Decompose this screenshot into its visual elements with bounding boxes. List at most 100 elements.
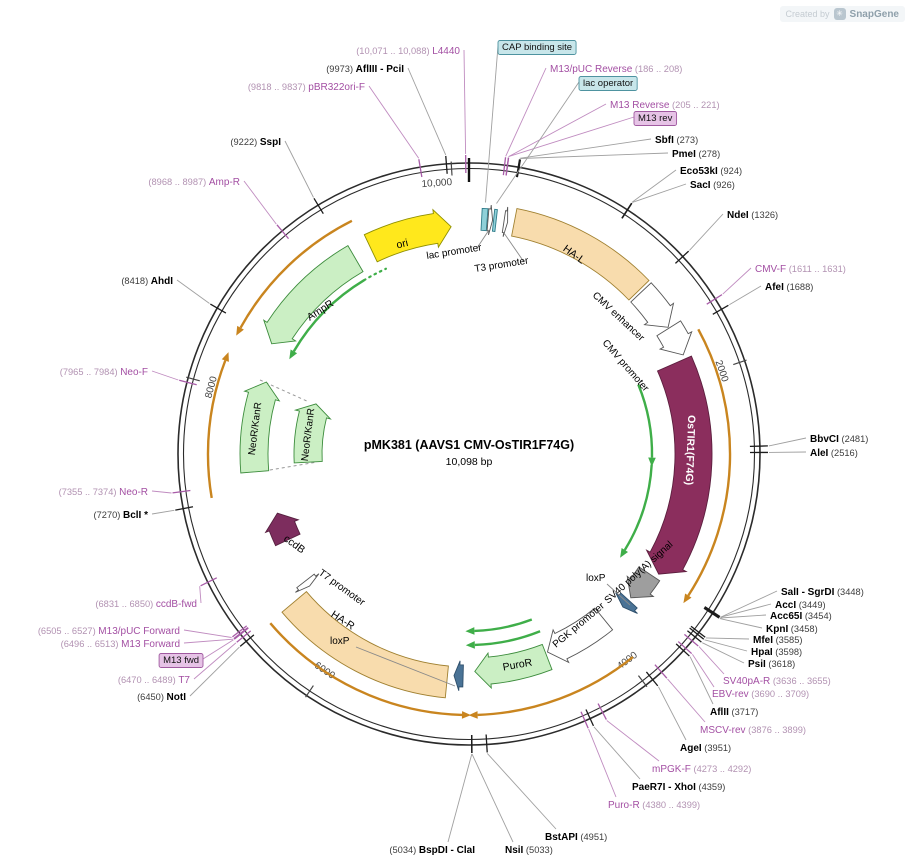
snapgene-logo-icon: ✳ xyxy=(833,8,846,20)
site-label-bspdi-clai[interactable]: (5034) BspDI - ClaI xyxy=(389,845,475,856)
feature-lac-promoter[interactable] xyxy=(486,204,494,236)
site-label-ccdb-fwd[interactable]: (6831 .. 6850) ccdB-fwd xyxy=(95,599,197,610)
feature-label-puror[interactable]: PuroR xyxy=(502,656,534,673)
site-label-box xyxy=(578,76,638,91)
site-label-pmei[interactable]: PmeI (278) xyxy=(672,149,720,160)
restriction-site-tick xyxy=(445,155,448,174)
feature-neor-kanr[interactable] xyxy=(239,381,281,474)
feature-neor-kanr[interactable] xyxy=(293,403,332,464)
feature-label-cmv-promoter[interactable]: CMV promoter xyxy=(600,338,651,395)
site-label-sspi[interactable]: (9222) SspI xyxy=(230,137,281,148)
site-label-ndei[interactable]: NdeI (1326) xyxy=(727,210,778,221)
feature-label-t7-promoter[interactable]: T7 promoter xyxy=(316,568,367,609)
site-label-m13-rev[interactable]: M13 rev xyxy=(638,113,673,124)
site-label-ebv-rev[interactable]: EBV-rev (3690 .. 3709) xyxy=(712,689,809,700)
feature-t7-promoter[interactable] xyxy=(295,573,320,593)
site-label-mscv-rev[interactable]: MSCV-rev (3876 .. 3899) xyxy=(700,725,806,736)
site-label-m13-puc-reverse[interactable]: M13/pUC Reverse (186 .. 208) xyxy=(550,64,682,75)
feature-label-loxp[interactable]: loxP xyxy=(330,636,350,647)
site-label-eco53ki[interactable]: Eco53kI (924) xyxy=(680,166,742,177)
feature-label-ccdb[interactable]: ccdB xyxy=(281,533,307,556)
site-label-pbr322ori-f[interactable]: (9818 .. 9837) pBR322ori-F xyxy=(248,82,365,93)
site-label-t7[interactable]: (6470 .. 6489) T7 xyxy=(118,675,191,686)
leader-line xyxy=(151,509,175,515)
site-label-lac-operator[interactable]: lac operator xyxy=(583,78,633,89)
site-label-cap-binding-site[interactable]: CAP binding site xyxy=(502,42,572,53)
feature-ostir1-f74g[interactable] xyxy=(645,355,713,575)
restriction-site-tick xyxy=(704,606,721,618)
site-label-cmv-f[interactable]: CMV-F (1611 .. 1631) xyxy=(755,264,846,275)
feature-label-lac-promoter[interactable]: lac promoter xyxy=(426,242,483,262)
restriction-site-tick xyxy=(645,671,659,687)
leader-line xyxy=(183,629,232,638)
feature-label-loxp[interactable]: loxP xyxy=(586,573,606,584)
site-label-m13-forward[interactable]: (6496 .. 6513) M13 Forward xyxy=(61,639,180,650)
site-label-saci[interactable]: SacI (926) xyxy=(690,180,735,191)
bp-tick xyxy=(733,359,747,366)
site-label-mfei[interactable]: MfeI (3585) xyxy=(753,635,802,646)
alignment-arc-arrowhead-icon xyxy=(289,349,298,360)
feature-sv40-poly-a-signal[interactable] xyxy=(626,566,661,599)
leader-line xyxy=(508,103,607,157)
leader-line xyxy=(505,67,547,157)
site-label-nsii[interactable]: NsiI (5033) xyxy=(505,845,553,856)
restriction-site-tick xyxy=(210,303,227,314)
feature-lac-operator[interactable] xyxy=(491,208,498,233)
feature-ampr[interactable] xyxy=(262,244,364,345)
alignment-arc xyxy=(474,618,533,633)
site-label-sbfi[interactable]: SbfI (273) xyxy=(655,135,698,146)
feature-cmv-enhancer[interactable] xyxy=(630,282,675,328)
site-label-neo-f[interactable]: (7965 .. 7984) Neo-F xyxy=(60,367,148,378)
site-label-m13-reverse[interactable]: M13 Reverse (205 .. 221) xyxy=(610,100,720,111)
site-label-kpni[interactable]: KpnI (3458) xyxy=(766,624,818,635)
feature-ori[interactable] xyxy=(363,208,452,263)
primer-site-tick xyxy=(505,157,510,176)
primer-site-tick xyxy=(418,159,423,178)
site-label-bcli[interactable]: (7270) BclI * xyxy=(94,510,149,521)
site-label-acc65i[interactable]: Acc65I (3454) xyxy=(770,611,832,622)
site-label-sali-sgrdi[interactable]: SalI - SgrDI (3448) xyxy=(781,587,864,598)
feature-ha-r[interactable] xyxy=(281,590,449,699)
leader-line xyxy=(193,642,237,680)
feature-label-t3-promoter[interactable]: T3 promoter xyxy=(474,255,530,274)
primer-site-tick xyxy=(172,489,191,494)
leader-line xyxy=(722,267,752,295)
site-label-m13-puc-forward[interactable]: (6505 .. 6527) M13/pUC Forward xyxy=(38,626,180,637)
site-label-agei[interactable]: AgeI (3951) xyxy=(680,743,731,754)
feature-t3-promoter[interactable] xyxy=(501,206,509,237)
site-label-puro-r[interactable]: Puro-R (4380 .. 4399) xyxy=(608,800,700,811)
site-label-sv40pa-r[interactable]: SV40pA-R (3636 .. 3655) xyxy=(723,676,831,687)
feature-ccdb[interactable] xyxy=(264,512,301,547)
site-label-acci[interactable]: AccI (3449) xyxy=(775,600,826,611)
site-label-ahdi[interactable]: (8418) AhdI xyxy=(121,276,173,287)
leader-line xyxy=(719,618,763,629)
site-label-amp-r[interactable]: (8968 .. 8987) Amp-R xyxy=(148,177,240,188)
feature-cap-binding-site[interactable] xyxy=(480,207,489,232)
site-label-bbvci[interactable]: BbvCI (2481) xyxy=(810,434,868,445)
feature-label-ori[interactable]: ori xyxy=(395,237,409,251)
feature-ha-l[interactable] xyxy=(511,208,650,301)
feature-puror[interactable] xyxy=(474,643,553,690)
feature-cmv-promoter[interactable] xyxy=(656,320,693,356)
feature-loxp[interactable] xyxy=(453,660,464,691)
site-label-neo-r[interactable]: (7355 .. 7374) Neo-R xyxy=(59,487,148,498)
primer-site-tick xyxy=(502,157,507,176)
site-label-m13-fwd[interactable]: M13 fwd xyxy=(163,655,199,666)
feature-label-ostir1-f74g[interactable]: OsTIR1(F74G) xyxy=(683,415,697,485)
site-label-noti[interactable]: (6450) NotI xyxy=(137,692,186,703)
alignment-arc xyxy=(474,630,541,647)
site-label-mpgk-f[interactable]: mPGK-F (4273 .. 4292) xyxy=(652,764,751,775)
site-label-paer7i-xhoi[interactable]: PaeR7I - XhoI (4359) xyxy=(632,782,725,793)
site-label-alei[interactable]: AleI (2516) xyxy=(810,448,858,459)
site-label-aflii[interactable]: AflII (3717) xyxy=(710,707,758,718)
site-label-psii[interactable]: PsiI (3618) xyxy=(748,659,795,670)
site-label-hpai[interactable]: HpaI (3598) xyxy=(751,647,802,658)
site-label-l4440[interactable]: (10,071 .. 10,088) L4440 xyxy=(356,46,460,57)
feature-pgk-promoter[interactable] xyxy=(546,607,614,664)
primer-site-tick xyxy=(654,664,668,679)
site-label-afliii-pcii[interactable]: (9973) AflIII - PciI xyxy=(326,64,404,75)
dashed-connector xyxy=(263,461,318,472)
site-label-bstapi[interactable]: BstAPI (4951) xyxy=(545,832,607,843)
site-label-afei[interactable]: AfeI (1688) xyxy=(765,282,813,293)
feature-loxp[interactable] xyxy=(615,592,638,614)
